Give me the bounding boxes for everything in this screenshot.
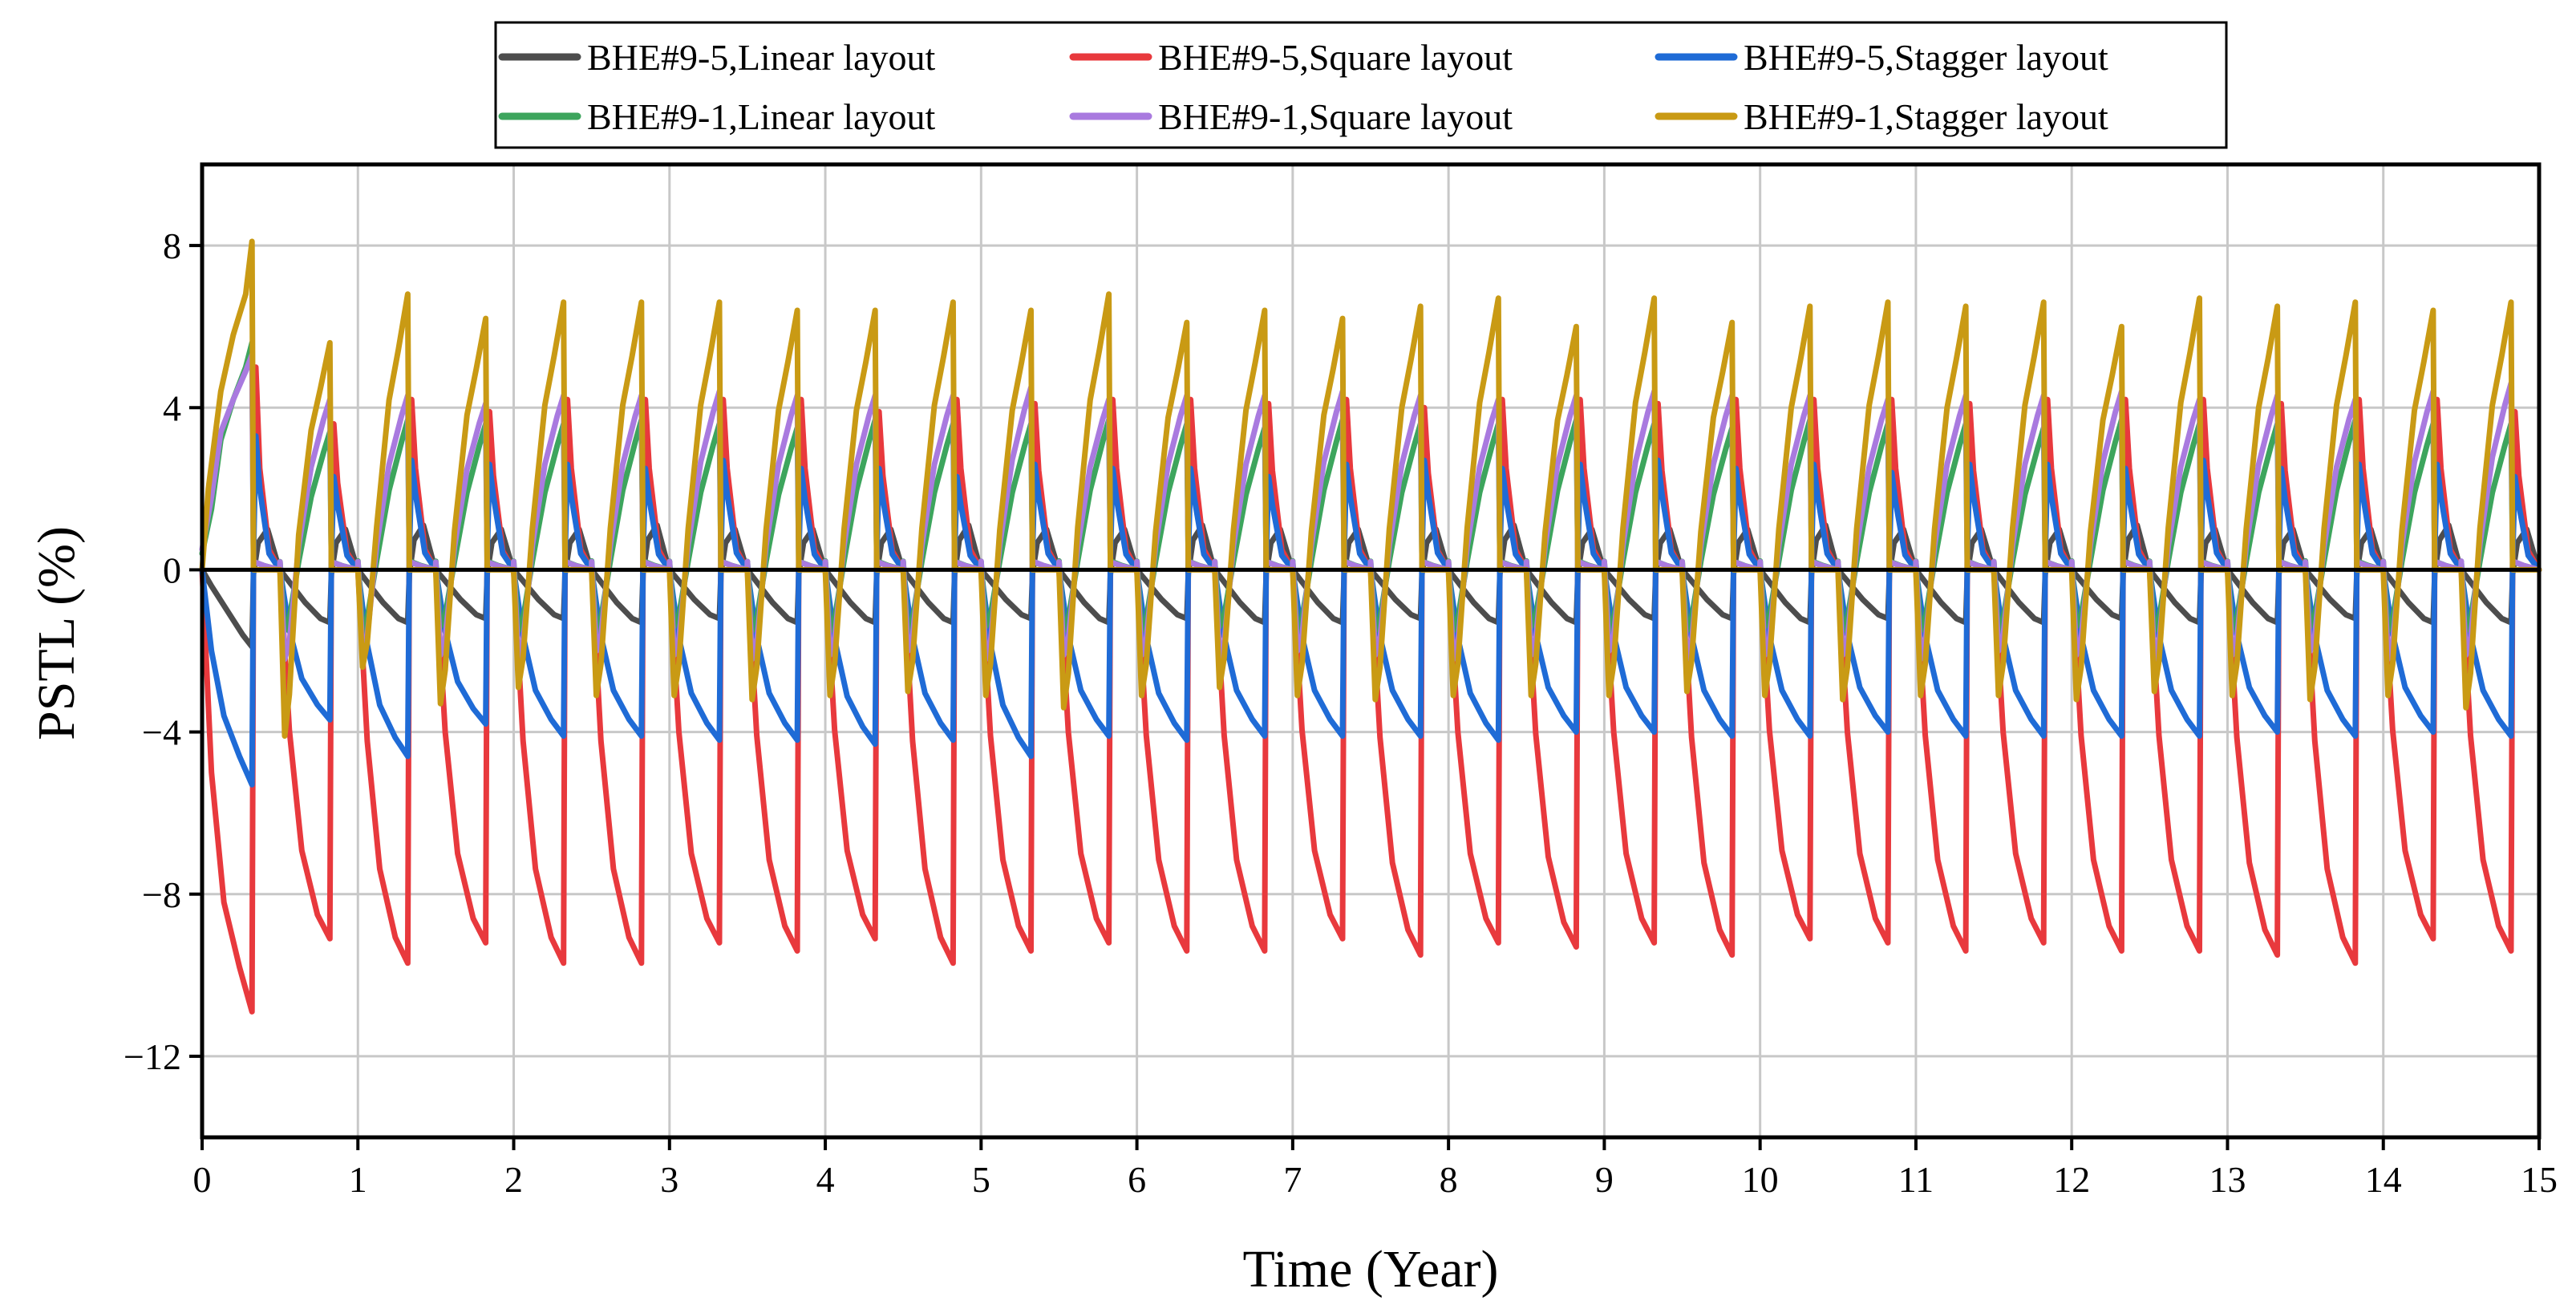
x-tick-label: 6	[1128, 1159, 1146, 1200]
x-tick-label: 11	[1898, 1159, 1934, 1200]
y-tick-label: 0	[163, 549, 181, 590]
x-tick-label: 10	[1742, 1159, 1779, 1200]
x-tick-label: 13	[2209, 1159, 2246, 1200]
y-tick-label: −4	[142, 712, 181, 753]
y-tick-label: −8	[142, 874, 181, 915]
x-tick-label: 4	[816, 1159, 835, 1200]
legend-label-bhe-9-5-square-layout: BHE#9-5,Square layout	[1158, 37, 1513, 78]
x-tick-label: 7	[1283, 1159, 1302, 1200]
legend-label-bhe-9-5-stagger-layout: BHE#9-5,Stagger layout	[1744, 37, 2108, 78]
legend-label-bhe-9-1-square-layout: BHE#9-1,Square layout	[1158, 96, 1513, 137]
legend-label-bhe-9-1-stagger-layout: BHE#9-1,Stagger layout	[1744, 96, 2108, 137]
x-tick-label: 9	[1595, 1159, 1614, 1200]
y-tick-label: 8	[163, 225, 181, 266]
series-line-bhe-9-1-stagger-layout	[199, 238, 2542, 740]
x-tick-label: 1	[349, 1159, 367, 1200]
x-tick-label: 12	[2053, 1159, 2090, 1200]
x-tick-label: 5	[972, 1159, 990, 1200]
legend-label-bhe-9-5-linear-layout: BHE#9-5,Linear layout	[587, 37, 936, 78]
legend-box	[494, 21, 2228, 149]
x-tick-label: 15	[2521, 1159, 2558, 1200]
x-tick-label: 0	[193, 1159, 212, 1200]
legend-label-bhe-9-1-linear-layout: BHE#9-1,Linear layout	[587, 96, 936, 137]
x-tick-label: 14	[2365, 1159, 2402, 1200]
y-axis-title: PSTL (%)	[27, 526, 86, 740]
legend: BHE#9-5,Linear layout BHE#9-5,Square layo…	[494, 21, 2228, 149]
x-tick-label: 3	[660, 1159, 678, 1200]
x-tick-label: 8	[1440, 1159, 1458, 1200]
plot-frame	[200, 162, 2542, 1140]
y-tick-label: 4	[163, 387, 181, 428]
y-axis-ticks: 8 4 0 −4 −8 −12	[124, 225, 202, 1077]
x-axis-title: Time (Year)	[1242, 1240, 1498, 1299]
x-tick-label: 2	[504, 1159, 523, 1200]
x-axis-ticks: 0 1 2 3 4 5 6 7 8 9 10 11 12 13 14 15	[193, 1137, 2558, 1200]
y-tick-label: −12	[124, 1036, 181, 1077]
